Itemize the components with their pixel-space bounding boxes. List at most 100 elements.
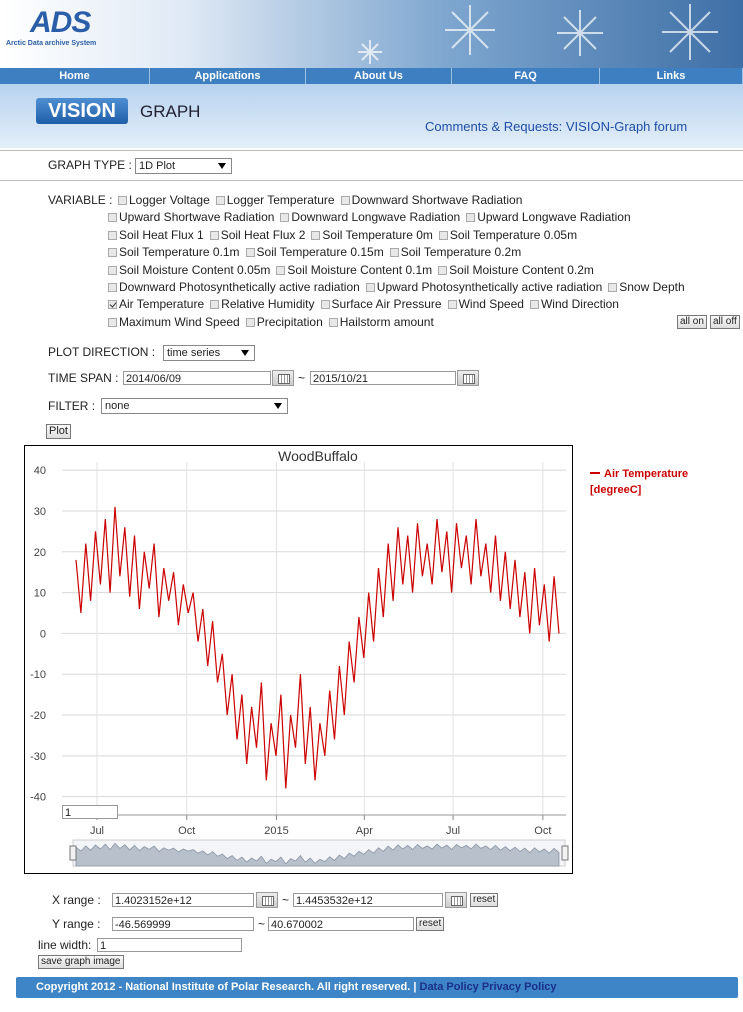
variable-option[interactable]: Upward Longwave Radiation	[466, 210, 631, 225]
variable-option[interactable]: Logger Temperature	[215, 193, 335, 208]
plot-button[interactable]: Plot	[46, 424, 71, 439]
y-tick-label: 20	[34, 547, 46, 559]
variable-option[interactable]: Air Temperature	[108, 297, 204, 312]
variable-option[interactable]: Downward Photosynthetically active radia…	[108, 280, 360, 295]
variable-option[interactable]: Logger Voltage	[118, 193, 210, 208]
y-to-input[interactable]: 40.670002	[268, 917, 414, 931]
checkbox[interactable]	[215, 196, 225, 205]
navigator-handle[interactable]	[69, 845, 77, 861]
plot-direction-select[interactable]: time series	[163, 345, 255, 361]
variable-option[interactable]: Precipitation	[245, 315, 323, 330]
nav-bar: Home Applications About Us FAQ Links	[0, 68, 743, 84]
variable-option[interactable]: Relative Humidity	[210, 297, 315, 312]
variable-option[interactable]: Snow Depth	[608, 280, 685, 295]
line-width-input[interactable]: 1	[97, 938, 242, 952]
nav-item[interactable]: Links	[600, 68, 743, 84]
separator: ~	[298, 371, 306, 385]
filter-select[interactable]: none	[101, 398, 288, 414]
navigator-handle[interactable]	[561, 845, 569, 861]
variable-option[interactable]: Soil Moisture Content 0.2m	[438, 263, 594, 278]
calendar-button[interactable]	[445, 892, 467, 908]
y-tick-label: -10	[30, 669, 46, 681]
variable-option[interactable]: Soil Temperature 0.15m	[245, 245, 384, 260]
nav-item[interactable]: FAQ	[452, 68, 600, 84]
nav-item[interactable]: Home	[0, 68, 150, 84]
checkbox[interactable]	[108, 317, 117, 327]
variable-option[interactable]: Downward Shortwave Radiation	[340, 193, 522, 208]
zoom-input[interactable]: 1	[62, 805, 118, 819]
variable-option[interactable]: Surface Air Pressure	[320, 297, 442, 312]
variable-option[interactable]: Upward Shortwave Radiation	[108, 210, 274, 225]
checkbox[interactable]	[108, 213, 117, 223]
checkbox[interactable]	[328, 317, 338, 327]
checkbox[interactable]	[365, 283, 375, 292]
variable-label: Maximum Wind Speed	[119, 314, 240, 329]
checkbox[interactable]	[466, 213, 476, 223]
forum-link[interactable]: Comments & Requests: VISION-Graph forum	[425, 119, 688, 134]
checkbox[interactable]	[108, 248, 117, 258]
variable-option[interactable]: Maximum Wind Speed	[108, 315, 240, 330]
time-from-input[interactable]: 2014/06/09	[123, 371, 271, 385]
y-from-input[interactable]: -46.569999	[112, 917, 254, 931]
checkbox[interactable]	[438, 265, 448, 275]
checkbox[interactable]	[210, 300, 220, 310]
graph-type-select[interactable]: 1D Plot	[135, 158, 232, 174]
app-band: VISION GRAPH Comments & Requests: VISION…	[0, 84, 743, 148]
y-range-label: Y range :	[52, 917, 101, 931]
variable-option[interactable]: Soil Heat Flux 2	[209, 228, 305, 243]
checkbox[interactable]	[209, 230, 219, 240]
checkbox[interactable]	[245, 248, 255, 258]
all-off-button[interactable]: all off	[710, 315, 740, 329]
checkbox[interactable]	[608, 283, 618, 292]
checkbox[interactable]	[280, 213, 290, 223]
save-image-button[interactable]: save graph image	[38, 955, 124, 969]
checkbox[interactable]	[108, 283, 117, 292]
variable-option[interactable]: Downward Longwave Radiation	[280, 210, 460, 225]
checkbox[interactable]	[311, 230, 321, 240]
variable-option[interactable]: Soil Heat Flux 1	[108, 228, 204, 243]
x-from-input[interactable]: 1.4023152e+12	[112, 893, 254, 907]
x-tick-label: Oct	[178, 825, 195, 837]
all-on-button[interactable]: all on	[677, 315, 707, 329]
checkbox[interactable]	[529, 300, 539, 310]
variable-option[interactable]: Soil Temperature 0.1m	[108, 245, 240, 260]
footer-link[interactable]: Data Policy	[419, 981, 479, 993]
x-reset-button[interactable]: reset	[470, 893, 499, 907]
nav-item[interactable]: Applications	[150, 68, 306, 84]
variable-option[interactable]: Upward Photosynthetically active radiati…	[365, 280, 602, 295]
graph-type-label: GRAPH TYPE :	[48, 158, 132, 172]
checkbox[interactable]	[389, 248, 399, 258]
checkbox[interactable]	[320, 300, 330, 310]
variable-option[interactable]: Wind Direction	[529, 297, 619, 312]
y-reset-button[interactable]: reset	[416, 917, 445, 931]
variable-option[interactable]: Soil Temperature 0.2m	[389, 245, 522, 260]
variable-option[interactable]: Soil Moisture Content 0.1m	[276, 263, 432, 278]
variable-option[interactable]: Soil Temperature 0.05m	[438, 228, 577, 243]
calendar-button[interactable]	[457, 370, 479, 386]
checkbox[interactable]	[276, 265, 286, 275]
variable-option[interactable]: Wind Speed	[447, 297, 524, 312]
logo[interactable]: ADS	[30, 6, 91, 39]
variable-row: Air Temperature Relative Humidity Surface …	[108, 297, 625, 312]
checkbox[interactable]	[108, 300, 117, 310]
variable-option[interactable]: Soil Moisture Content 0.05m	[108, 263, 270, 278]
checkbox[interactable]	[118, 196, 127, 205]
variable-option[interactable]: Hailstorm amount	[328, 315, 434, 330]
logo-subtitle: Arctic Data archive System	[6, 40, 97, 47]
footer-link[interactable]: Privacy Policy	[481, 981, 557, 993]
x-to-input[interactable]: 1.4453532e+12	[293, 893, 443, 907]
variable-label: Soil Moisture Content 0.2m	[449, 262, 594, 277]
calendar-button[interactable]	[256, 892, 278, 908]
checkbox[interactable]	[447, 300, 457, 310]
nav-item[interactable]: About Us	[306, 68, 452, 84]
checkbox[interactable]	[108, 230, 117, 240]
variable-label: Soil Temperature 0.2m	[400, 245, 522, 260]
calendar-button[interactable]	[272, 370, 294, 386]
variable-option[interactable]: Soil Temperature 0m	[311, 228, 433, 243]
checkbox[interactable]	[340, 196, 350, 205]
checkbox[interactable]	[438, 230, 448, 240]
checkbox[interactable]	[245, 317, 255, 327]
time-to-input[interactable]: 2015/10/21	[310, 371, 456, 385]
variable-label: Downward Photosynthetically active radia…	[119, 280, 360, 294]
checkbox[interactable]	[108, 265, 117, 275]
